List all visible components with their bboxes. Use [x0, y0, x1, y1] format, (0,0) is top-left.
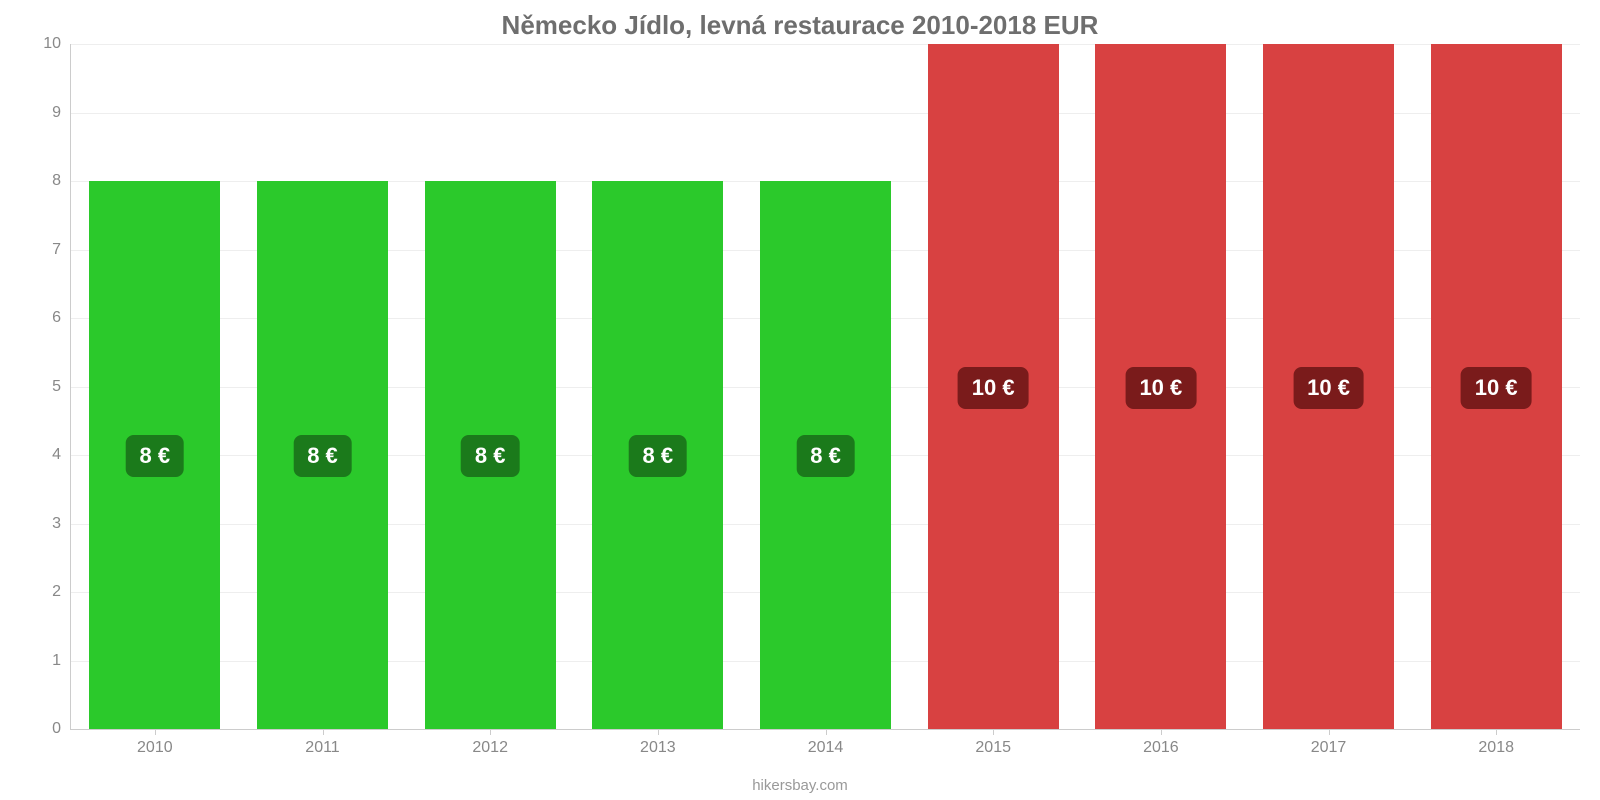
x-tick-label: 2018 [1478, 729, 1514, 757]
x-tick-label: 2016 [1143, 729, 1179, 757]
y-tick-label: 8 [52, 172, 71, 190]
y-tick-label: 1 [52, 652, 71, 670]
bar: 10 € [1263, 44, 1394, 729]
bar-slot: 10 €2018 [1412, 44, 1580, 729]
bar: 10 € [928, 44, 1059, 729]
bar: 8 € [89, 181, 220, 729]
bar-value-badge: 8 € [126, 435, 185, 477]
bar-slot: 10 €2015 [909, 44, 1077, 729]
x-tick-label: 2014 [808, 729, 844, 757]
y-tick-label: 3 [52, 515, 71, 533]
attribution-text: hikersbay.com [752, 777, 848, 794]
bar: 10 € [1431, 44, 1562, 729]
chart-container: Německo Jídlo, levná restaurace 2010-201… [0, 0, 1600, 800]
y-tick-label: 7 [52, 241, 71, 259]
x-tick-label: 2017 [1311, 729, 1347, 757]
x-tick-label: 2013 [640, 729, 676, 757]
plot-area: 012345678910 8 €20108 €20118 €20128 €201… [70, 44, 1580, 730]
bar-value-badge: 8 € [796, 435, 855, 477]
y-tick-label: 4 [52, 446, 71, 464]
bar-slot: 8 €2014 [742, 44, 910, 729]
y-tick-label: 6 [52, 309, 71, 327]
bar-value-badge: 10 € [1461, 367, 1532, 409]
bar-slot: 8 €2013 [574, 44, 742, 729]
bar: 8 € [760, 181, 891, 729]
bar: 8 € [592, 181, 723, 729]
bar-value-badge: 10 € [1125, 367, 1196, 409]
x-tick-label: 2010 [137, 729, 173, 757]
bar-slot: 8 €2010 [71, 44, 239, 729]
y-tick-label: 10 [43, 35, 71, 53]
y-tick-label: 0 [52, 720, 71, 738]
bar-slot: 10 €2016 [1077, 44, 1245, 729]
y-tick-label: 5 [52, 378, 71, 396]
y-tick-label: 2 [52, 583, 71, 601]
x-tick-label: 2015 [975, 729, 1011, 757]
bar-value-badge: 8 € [293, 435, 352, 477]
bar-slot: 10 €2017 [1245, 44, 1413, 729]
bar: 8 € [257, 181, 388, 729]
bar: 8 € [425, 181, 556, 729]
bars-group: 8 €20108 €20118 €20128 €20138 €201410 €2… [71, 44, 1580, 729]
bar-value-badge: 8 € [629, 435, 688, 477]
bar-value-badge: 8 € [461, 435, 520, 477]
bar-value-badge: 10 € [1293, 367, 1364, 409]
bar-slot: 8 €2011 [239, 44, 407, 729]
x-tick-label: 2011 [305, 729, 339, 757]
y-tick-label: 9 [52, 104, 71, 122]
x-tick-label: 2012 [472, 729, 508, 757]
bar-value-badge: 10 € [958, 367, 1029, 409]
bar: 10 € [1095, 44, 1226, 729]
bar-slot: 8 €2012 [406, 44, 574, 729]
chart-title: Německo Jídlo, levná restaurace 2010-201… [0, 0, 1600, 44]
